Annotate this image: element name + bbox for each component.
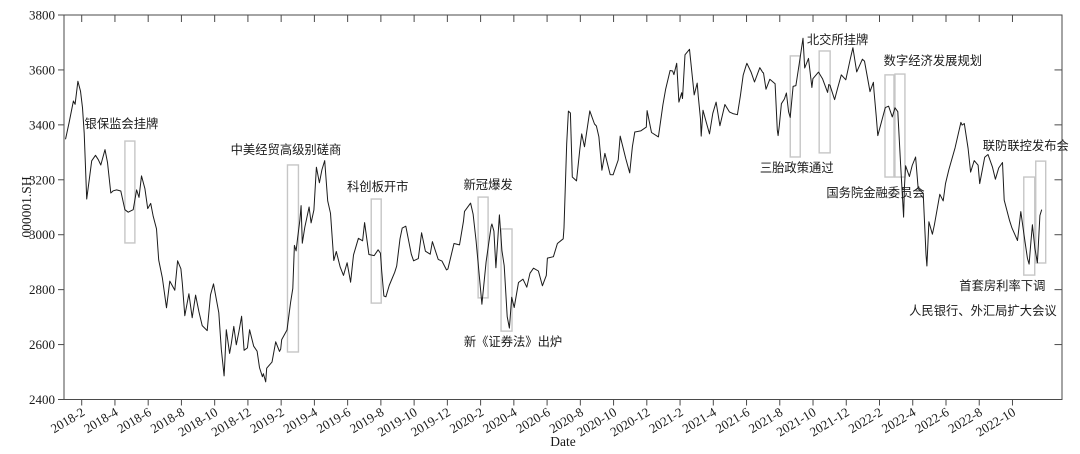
event-label: 中美经贸高级别磋商 — [231, 142, 342, 157]
event-highlight-box — [818, 50, 831, 154]
event-label: 联防联控发布会 — [983, 138, 1069, 153]
event-label: 三胎政策通过 — [760, 160, 834, 175]
y-tick-label: 2600 — [29, 337, 55, 352]
x-tick-label: 2020-4 — [480, 404, 520, 436]
event-label: 新《证券法》出炉 — [464, 334, 562, 349]
x-tick-label: 2018-2 — [48, 404, 87, 436]
event-highlight-boxes — [124, 50, 1047, 353]
y-tick-label: 3600 — [29, 62, 55, 77]
axis-tick-labels: 240026002800300032003400360038002018-220… — [29, 8, 1018, 440]
x-tick-label: 2019-6 — [314, 404, 354, 436]
event-highlight-box — [884, 74, 895, 178]
x-tick-label: 2018-4 — [81, 404, 121, 436]
event-highlight-box — [500, 228, 513, 332]
event-highlight-box — [1023, 176, 1036, 276]
event-highlight-box — [894, 73, 906, 178]
event-label: 人民银行、外汇局扩大会议 — [909, 304, 1057, 318]
y-tick-label: 2800 — [29, 282, 55, 297]
x-tick-label: 2022-4 — [879, 404, 919, 436]
y-tick-label: 2400 — [29, 392, 55, 407]
event-label: 北交所挂牌 — [807, 32, 869, 47]
y-tick-label: 3000 — [29, 227, 55, 242]
y-tick-label: 3400 — [29, 117, 55, 132]
y-tick-label: 3800 — [29, 8, 55, 23]
event-label: 银保监会挂牌 — [85, 116, 159, 131]
event-highlight-box — [286, 164, 300, 353]
x-tick-label: 2019-4 — [281, 404, 321, 436]
price-line — [65, 37, 1043, 383]
price-line-group — [65, 37, 1043, 383]
x-tick-label: 2018-6 — [114, 404, 154, 436]
event-label: 数字经济发展规划 — [884, 53, 982, 68]
plot-border — [63, 14, 1063, 400]
x-tick-label: 2021-4 — [680, 404, 720, 436]
axis-ticks — [58, 14, 1062, 406]
x-tick-label: 2022-2 — [846, 404, 885, 436]
x-tick-label: 2021-2 — [646, 404, 685, 436]
event-highlight-box — [789, 55, 801, 158]
x-tick-label: 2022-6 — [912, 404, 952, 436]
event-highlight-box — [124, 140, 136, 244]
x-tick-label: 2020-2 — [447, 404, 486, 436]
event-label: 国务院金融委员会 — [826, 185, 924, 200]
x-axis-title: Date — [550, 434, 575, 449]
event-highlight-box — [1035, 160, 1047, 264]
y-tick-label: 3200 — [29, 172, 55, 187]
event-label: 新冠爆发 — [463, 177, 512, 192]
x-tick-label: 2020-6 — [513, 404, 553, 436]
event-highlight-box — [370, 198, 382, 304]
event-label: 首套房利率下调 — [959, 278, 1045, 293]
x-tick-label: 2021-6 — [713, 404, 753, 436]
y-axis-title: 000001.SH — [19, 176, 34, 237]
event-label: 科创板开市 — [347, 179, 409, 194]
x-tick-label: 2019-2 — [247, 404, 286, 436]
